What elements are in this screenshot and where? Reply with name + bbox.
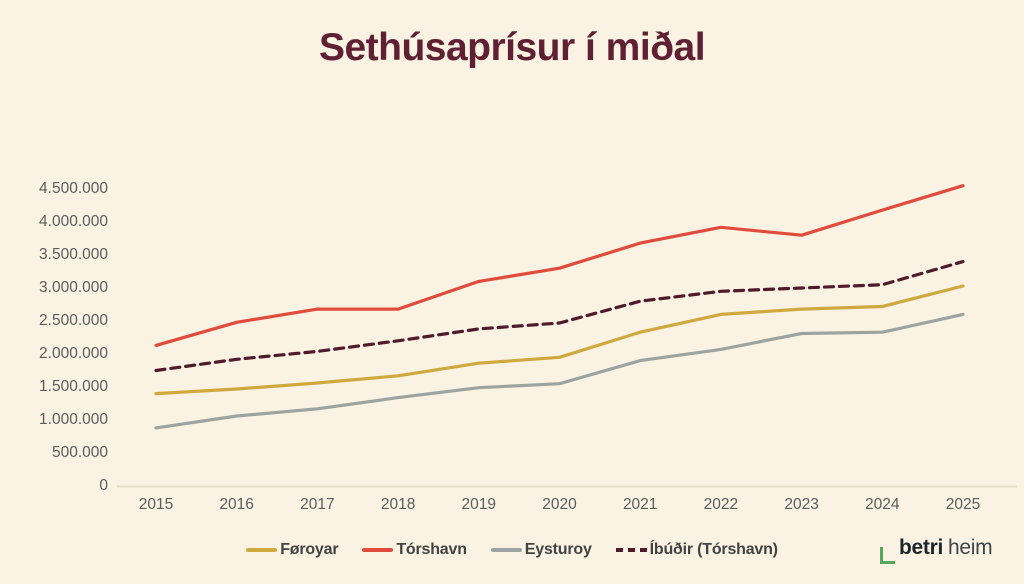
chart-title: Sethúsaprísur í miðal <box>318 26 706 69</box>
green-corner-bracket-icon <box>880 547 895 564</box>
y-axis-label: 4.000.000 <box>39 213 108 230</box>
y-axis-label: 0 <box>99 477 108 494</box>
y-axis-label: 3.500.000 <box>39 246 108 263</box>
series-line-ibudir-torshavn <box>154 260 965 373</box>
series-line-eysturoy <box>154 312 965 430</box>
y-axis-label: 2.500.000 <box>39 312 108 329</box>
legend-label: Íbúðir (Tórshavn) <box>649 541 778 558</box>
y-axis-label: 500.000 <box>51 444 108 461</box>
y-axis-label: 1.500.000 <box>39 378 108 395</box>
x-axis-label: 2019 <box>461 496 497 513</box>
x-axis-label: 2021 <box>622 496 658 513</box>
x-axis-label: 2017 <box>300 496 335 513</box>
x-axis-label: 2023 <box>784 496 819 513</box>
legend-line-icon <box>246 548 278 552</box>
legend-item-ibudir-torshavn: Íbúðir (Tórshavn) <box>615 541 778 559</box>
logo-text-betri: betri <box>899 536 944 559</box>
legend-dashed-line-icon <box>615 548 647 552</box>
legend-label: Eysturoy <box>524 541 592 558</box>
x-axis-label: 2016 <box>219 496 254 513</box>
x-axis-label: 2018 <box>380 496 416 513</box>
series-line-torshavn <box>154 184 965 347</box>
x-axis-label: 2022 <box>703 496 739 513</box>
legend-item-foroyar: Føroyar <box>246 541 339 559</box>
logo-text-heim: heim <box>948 536 993 559</box>
legend-line-icon <box>362 548 394 552</box>
legend-item-eysturoy: Eysturoy <box>490 541 592 559</box>
betri-heim-logo: betri heim <box>880 536 993 564</box>
x-axis-label: 2020 <box>542 496 577 513</box>
series-line-foroyar <box>154 284 965 396</box>
chart-legend: Føroyar Tórshavn Eysturoy Íbúðir (Tórshavn) <box>0 541 1024 559</box>
x-axis-label: 2015 <box>138 496 174 513</box>
x-axis: 2015 2016 2017 2018 2019 2020 2021 2022 2023 2024… <box>0 496 1024 516</box>
y-axis-label: 1.000.000 <box>39 411 108 428</box>
x-axis-label: 2025 <box>945 496 981 513</box>
legend-line-icon <box>490 548 522 552</box>
legend-label: Tórshavn <box>396 541 467 558</box>
y-axis-label: 4.500.000 <box>39 180 108 197</box>
y-axis-label: 3.000.000 <box>39 279 108 296</box>
legend-item-torshavn: Tórshavn <box>362 541 467 559</box>
y-axis-label: 2.000.000 <box>39 345 108 362</box>
legend-label: Føroyar <box>280 541 339 558</box>
y-axis: 0 500.000 1.000.000 1.500.000 2.000.000 2.500… <box>0 0 120 584</box>
x-axis-label: 2024 <box>865 496 900 513</box>
